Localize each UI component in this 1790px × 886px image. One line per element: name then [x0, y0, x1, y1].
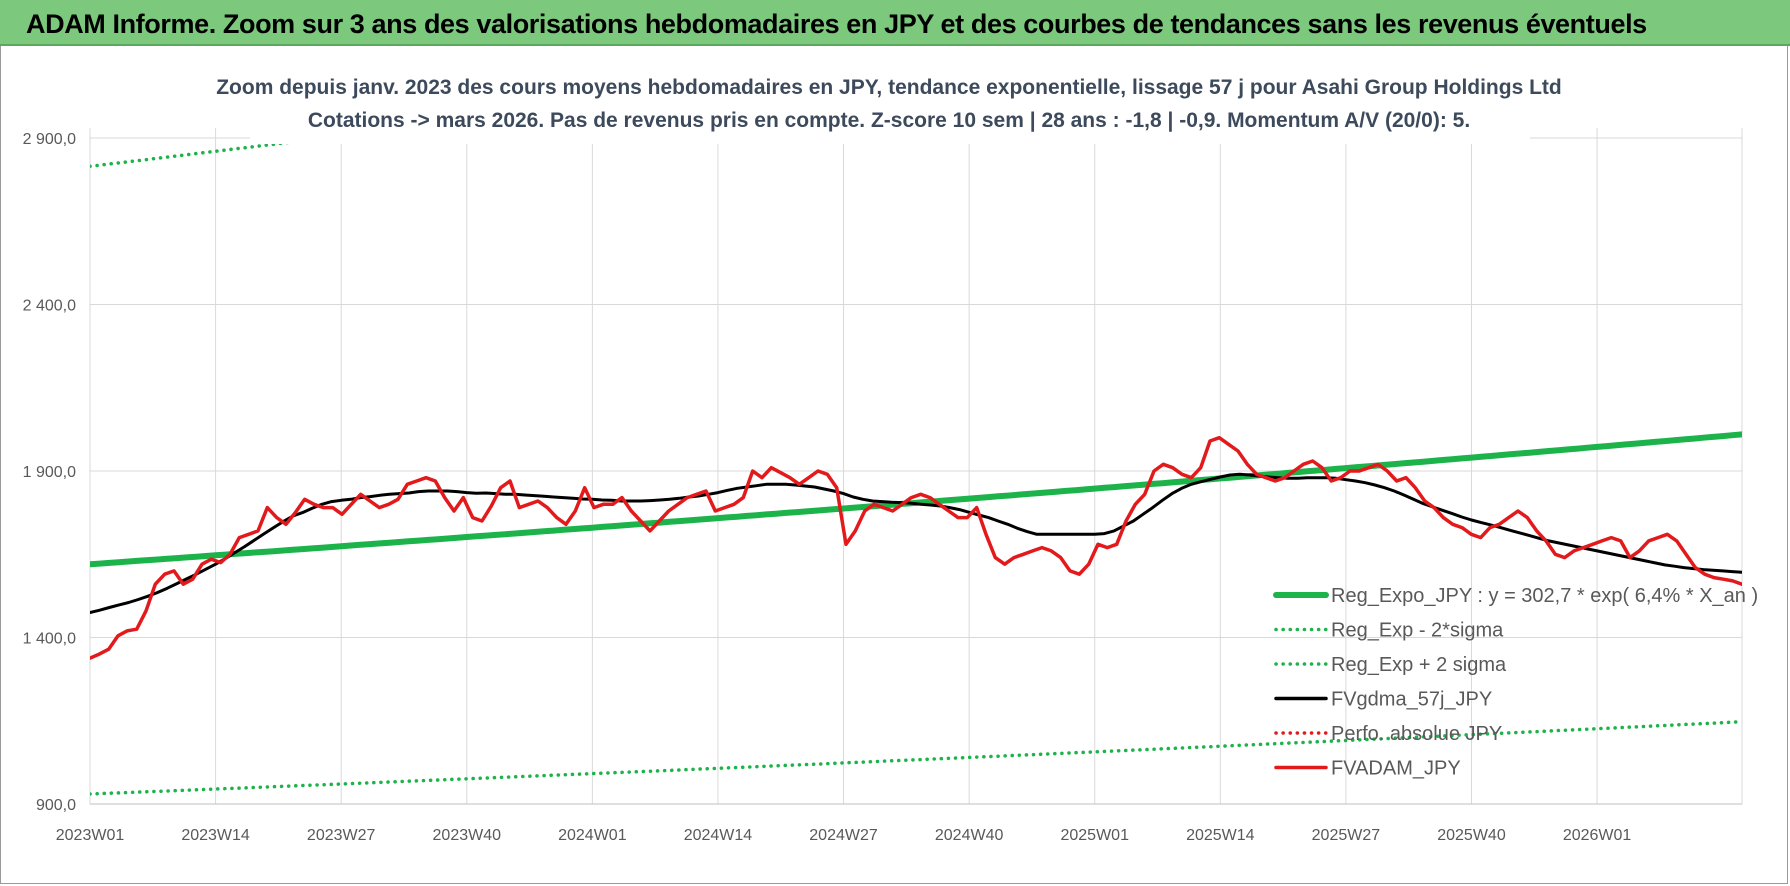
- grid-lines: [89, 128, 1743, 805]
- chart-subtitle: Cotations -> mars 2026. Pas de revenus p…: [308, 109, 1470, 132]
- x-tick-label: 2023W40: [433, 827, 502, 844]
- series-fvadam-jpy: [90, 435, 1742, 660]
- y-tick-label: 2 900,0: [23, 131, 76, 148]
- y-tick-label: 1 400,0: [23, 631, 76, 648]
- chart-title: Zoom depuis janv. 2023 des cours moyens …: [216, 76, 1562, 99]
- y-axis-labels: 900,0 1 400,0 1 900,0 2 400,0 2 900,0: [23, 131, 76, 814]
- legend-label: Reg_Expo_JPY : y = 302,7 * exp( 6,4% * X…: [1331, 585, 1758, 607]
- y-tick-label: 900,0: [36, 797, 76, 814]
- report-header: ADAM Informe. Zoom sur 3 ans des valoris…: [0, 0, 1790, 46]
- title-background: [250, 64, 1530, 144]
- x-tick-label: 2024W01: [558, 827, 627, 844]
- chart-frame: [0, 46, 1788, 884]
- x-tick-label: 2024W40: [935, 827, 1004, 844]
- series-reg-exp-2-sigma: [90, 719, 1742, 796]
- series-layer: [90, 118, 1742, 796]
- legend-label: FVADAM_JPY: [1331, 758, 1461, 780]
- legend-label: FVgdma_57j_JPY: [1331, 689, 1492, 711]
- report-title: ADAM Informe. Zoom sur 3 ans des valoris…: [26, 9, 1647, 39]
- x-tick-label: 2024W27: [809, 827, 878, 844]
- x-tick-label: 2023W01: [56, 827, 125, 844]
- x-tick-label: 2025W40: [1437, 827, 1506, 844]
- legend-label: Reg_Exp + 2 sigma: [1331, 654, 1507, 676]
- x-tick-label: 2023W27: [307, 827, 376, 844]
- x-tick-label: 2026W01: [1563, 827, 1632, 844]
- y-tick-label: 2 400,0: [23, 298, 76, 315]
- x-tick-label: 2025W01: [1060, 827, 1129, 844]
- x-tick-label: 2023W14: [181, 827, 250, 844]
- x-tick-label: 2025W14: [1186, 827, 1255, 844]
- x-axis-labels: 2023W01 2023W14 2023W27 2023W40 2024W01 2024W…: [56, 827, 1632, 844]
- legend-label: Reg_Exp - 2*sigma: [1331, 620, 1504, 642]
- x-tick-label: 2025W27: [1312, 827, 1381, 844]
- legend: Reg_Expo_JPY : y = 302,7 * exp( 6,4% * X…: [1273, 585, 1758, 780]
- x-tick-label: 2024W14: [684, 827, 753, 844]
- legend-label: Perfo. absolue JPY: [1331, 723, 1502, 745]
- y-tick-label: 1 900,0: [23, 464, 76, 481]
